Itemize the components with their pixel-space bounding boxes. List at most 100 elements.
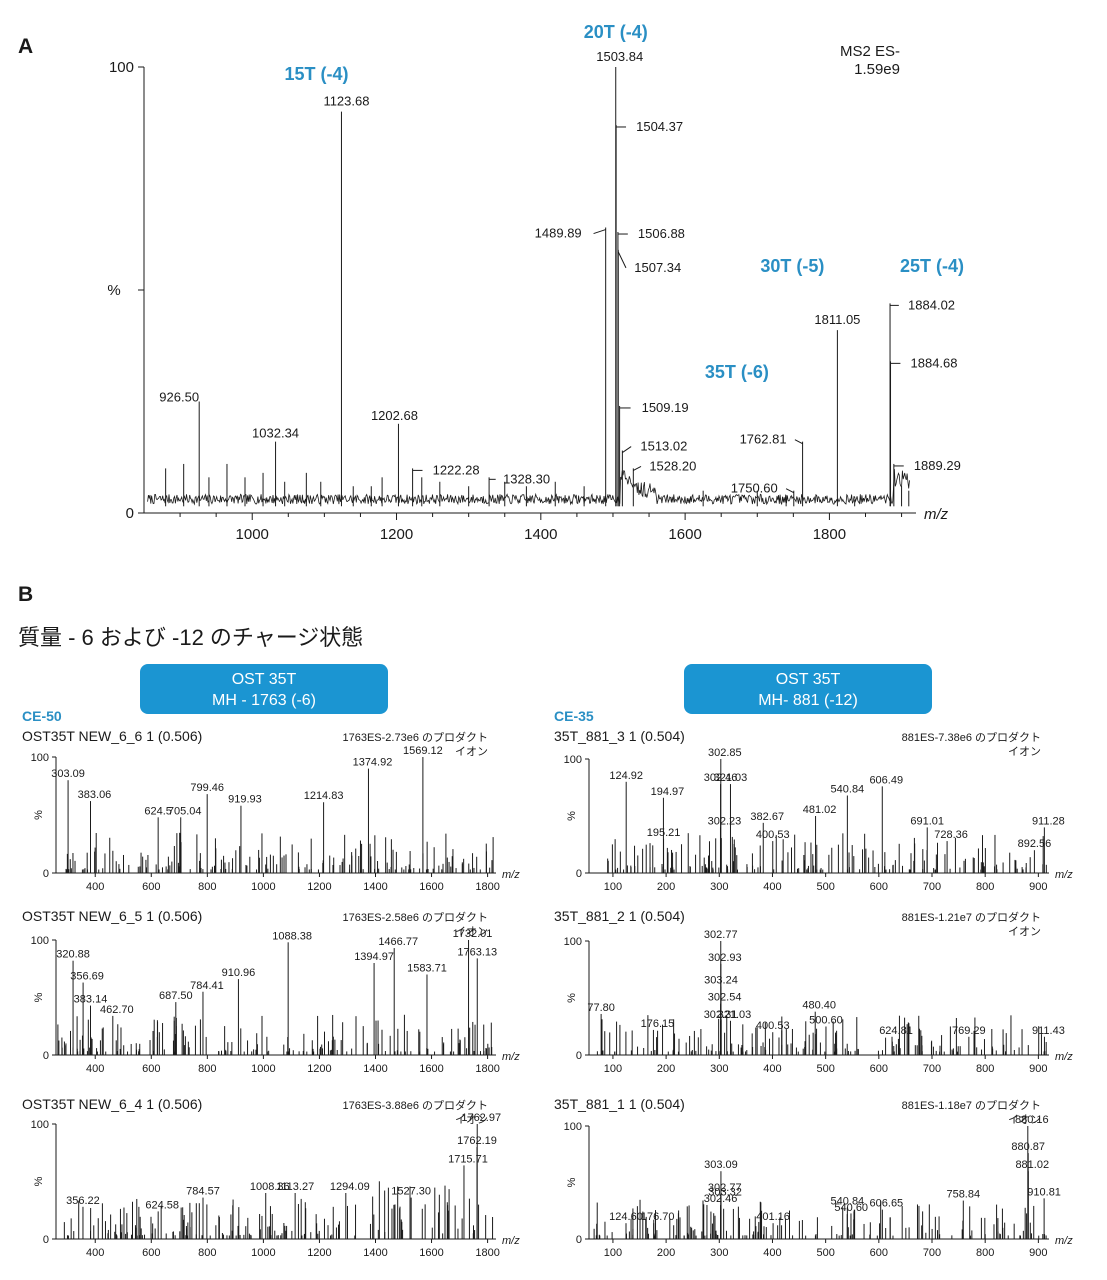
x-tick-label: 600 xyxy=(870,1063,888,1075)
peak-label: 1763.13 xyxy=(457,946,497,958)
x-axis-label: m/z xyxy=(502,869,520,881)
y-axis-label: % xyxy=(107,282,120,299)
peak-label: 926.50 xyxy=(159,390,199,405)
box-right-line1: OST 35T xyxy=(776,671,841,688)
y-tick-label: 0 xyxy=(43,1050,49,1062)
peak-label: 303.09 xyxy=(51,768,85,780)
y-axis-label: % xyxy=(566,811,578,821)
chart-B-right-1: 35T_881_3 1 (0.504) 881ES-7.38e6 のプロダクトイオ… xyxy=(554,728,1073,893)
x-tick-label: 300 xyxy=(710,1247,728,1259)
x-tick-label: 800 xyxy=(976,881,994,893)
x-tick-label: 500 xyxy=(816,1247,834,1259)
x-tick-label: 900 xyxy=(1029,881,1047,893)
box-right-line2: MH- 881 (-12) xyxy=(758,692,858,709)
peak-label: 176.70 xyxy=(641,1211,675,1223)
box-right: OST 35T MH- 881 (-12) xyxy=(684,664,932,714)
peak-label: 1503.84 xyxy=(596,49,643,64)
peak-label: 124.60 xyxy=(609,1211,643,1223)
scan-header-2: イオン xyxy=(1008,1113,1041,1126)
chart-B-left-1: OST35T NEW_6_6 1 (0.506) 1763ES-2.73e6 のプ… xyxy=(22,728,520,893)
y-tick-label: 0 xyxy=(576,1234,582,1246)
x-axis-label: m/z xyxy=(502,1235,520,1247)
peak-label: 382.67 xyxy=(750,811,784,823)
peak-label: 1507.34 xyxy=(634,260,681,275)
peak-leader xyxy=(794,439,803,445)
scan-header: 1763ES-2.58e6 のプロダクト xyxy=(342,910,488,924)
x-tick-label: 400 xyxy=(86,1247,104,1259)
x-tick-label: 600 xyxy=(142,881,160,893)
peak-label: 687.50 xyxy=(159,990,193,1002)
peak-label: 799.46 xyxy=(190,782,224,794)
scan-name: OST35T NEW_6_5 1 (0.506) xyxy=(22,908,202,924)
chart-B-left-3: OST35T NEW_6_4 1 (0.506) 1763ES-3.88e6 のプ… xyxy=(22,1096,520,1259)
x-tick-label: 400 xyxy=(763,1063,781,1075)
x-tick-label: 300 xyxy=(710,881,728,893)
chart-B-left-2: OST35T NEW_6_5 1 (0.506) 1763ES-2.58e6 のプ… xyxy=(22,908,520,1075)
x-tick-label: 1200 xyxy=(307,881,331,893)
charge-label: 20T (-4) xyxy=(584,22,648,42)
peak-label: 321.03 xyxy=(714,772,748,784)
box-left: OST 35T MH - 1763 (-6) xyxy=(140,664,388,714)
peak-label: 1214.83 xyxy=(304,790,344,802)
x-tick-label: 100 xyxy=(604,1247,622,1259)
peak-leader xyxy=(593,229,606,235)
x-tick-label: 100 xyxy=(604,1063,622,1075)
peak-label: 500.60 xyxy=(809,1015,843,1027)
peak-label: 1466.77 xyxy=(378,936,418,948)
panel-b-subtitle: 質量 - 6 および -12 のチャージ状態 xyxy=(18,625,363,650)
peak-label: 462.70 xyxy=(100,1004,134,1016)
x-tick-label: 400 xyxy=(86,1063,104,1075)
peak-label: 1506.88 xyxy=(638,226,685,241)
peak-label: 1489.89 xyxy=(535,226,582,241)
x-tick-label: 1000 xyxy=(251,1063,275,1075)
peak-label: 400.53 xyxy=(756,1020,790,1032)
box-left-line2: MH - 1763 (-6) xyxy=(212,692,316,709)
scan-header-1: MS2 ES- xyxy=(840,43,900,60)
scan-header-2: イオン xyxy=(455,925,488,938)
scan-name: 35T_881_1 1 (0.504) xyxy=(554,1096,685,1112)
x-tick-label: 400 xyxy=(763,1247,781,1259)
charge-label: 25T (-4) xyxy=(900,256,964,276)
y-tick-label: 100 xyxy=(564,936,582,948)
peak-label: 1113.27 xyxy=(276,1181,314,1193)
x-tick-label: 1000 xyxy=(251,1247,275,1259)
x-tick-label: 600 xyxy=(142,1063,160,1075)
peak-label: 1513.02 xyxy=(640,439,687,454)
peak-label: 910.81 xyxy=(1027,1186,1061,1198)
peak-label: 480.40 xyxy=(802,1000,836,1012)
chart-a: 0 100% 1000 1200 1400 1600 1800 m/z MS2 ES-1.59e… xyxy=(107,22,964,543)
peak-label: 302.23 xyxy=(708,815,742,827)
x-tick-label: 1000 xyxy=(251,881,275,893)
x-tick-label: 1000 xyxy=(236,526,269,543)
scan-header: 1763ES-3.88e6 のプロダクト xyxy=(342,1098,488,1112)
peak-label: 911.43 xyxy=(1032,1025,1065,1037)
y-tick-label: 100 xyxy=(31,1119,49,1131)
scan-header-2: イオン xyxy=(455,1113,488,1126)
peak-label: 77.80 xyxy=(587,1002,615,1014)
peak-leader xyxy=(617,251,627,269)
x-tick-label: 1600 xyxy=(419,1063,443,1075)
chart-B-right-3: 35T_881_1 1 (0.504) 881ES-1.18e7 のプロダクトイオ… xyxy=(554,1096,1073,1259)
x-tick-label: 200 xyxy=(657,1063,675,1075)
x-tick-label: 1800 xyxy=(475,1063,499,1075)
peak-label: 1294.09 xyxy=(330,1181,370,1193)
x-tick-label: 1600 xyxy=(419,881,443,893)
x-tick-label: 600 xyxy=(870,881,888,893)
peak-label: 1504.37 xyxy=(636,119,683,134)
peak-label: 624.5 xyxy=(144,805,172,817)
peak-label: 1762.81 xyxy=(740,432,787,447)
x-tick-label: 800 xyxy=(198,1247,216,1259)
y-axis-label: % xyxy=(33,810,45,820)
x-tick-label: 1200 xyxy=(380,526,413,543)
y-tick-label: 100 xyxy=(31,752,49,764)
peak-label: 303.32 xyxy=(708,1186,742,1198)
scan-name: 35T_881_3 1 (0.504) xyxy=(554,728,685,744)
peak-label: 1528.20 xyxy=(649,458,696,473)
y-tick-label: 0 xyxy=(43,1234,49,1246)
y-axis-label: % xyxy=(566,1177,578,1187)
peak-label: 303.09 xyxy=(704,1159,738,1171)
peak-label: 302.85 xyxy=(708,747,742,759)
peak-label: 1088.38 xyxy=(272,930,312,942)
chart-B-right-2: 35T_881_2 1 (0.504) 881ES-1.21e7 のプロダクトイオ… xyxy=(554,908,1073,1075)
x-tick-label: 1200 xyxy=(307,1063,331,1075)
